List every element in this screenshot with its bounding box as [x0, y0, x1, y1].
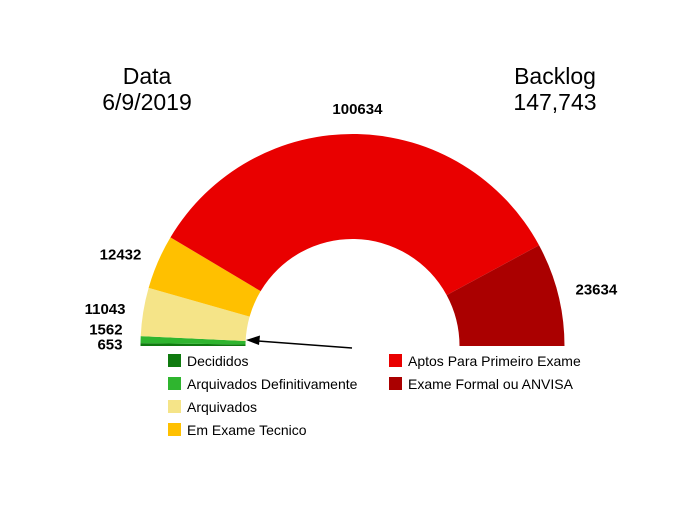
arrow-head	[246, 335, 260, 345]
segment-value-label: 653	[97, 336, 122, 353]
arrow-annotation	[246, 335, 353, 349]
legend-item-arquivados: Arquivados	[168, 395, 357, 418]
legend-right-column: Aptos Para Primeiro Exame Exame Formal ou…	[389, 349, 581, 395]
legend-swatch	[389, 377, 402, 390]
chart-segment-aptos-para-primeiro-exame	[170, 134, 540, 296]
chart-segments	[140, 134, 565, 346]
legend-label: Aptos Para Primeiro Exame	[408, 352, 581, 369]
segment-value-label: 1562	[89, 321, 122, 338]
legend-swatch	[168, 423, 181, 436]
legend-item-arquivados-definitivamente: Arquivados Definitivamente	[168, 372, 357, 395]
arrow-line	[257, 340, 353, 349]
legend-item-decididos: Decididos	[168, 349, 357, 372]
segment-value-label: 23634	[575, 282, 617, 299]
chart-segment-em-exame-tecnico	[148, 237, 261, 317]
backlog-value: 147,743	[513, 88, 597, 115]
backlog-header: Backlog 147,743	[460, 63, 650, 116]
date-value: 6/9/2019	[102, 88, 192, 115]
legend-swatch	[389, 354, 402, 367]
legend-item-exame-formal-ou-anvisa: Exame Formal ou ANVISA	[389, 372, 581, 395]
chart-segment-decididos	[140, 343, 246, 346]
date-header: Data 6/9/2019	[52, 63, 242, 116]
legend-left-column: Decididos Arquivados Definitivamente Arqui…	[168, 349, 357, 441]
backlog-label: Backlog	[514, 63, 596, 89]
legend-label: Em Exame Tecnico	[187, 421, 307, 438]
date-label: Data	[122, 63, 172, 89]
legend-label: Arquivados	[187, 398, 258, 415]
legend-label: Decididos	[187, 352, 249, 369]
legend-label: Exame Formal ou ANVISA	[408, 375, 573, 392]
legend-swatch	[168, 377, 181, 390]
segment-value-label: 100634	[332, 101, 383, 118]
chart-segment-exame-formal-ou-anvisa	[446, 245, 565, 346]
segment-value-label: 12432	[100, 247, 142, 264]
legend-item-aptos-para-primeiro-exame: Aptos Para Primeiro Exame	[389, 349, 581, 372]
legend-item-em-exame-tecnico: Em Exame Tecnico	[168, 418, 357, 441]
legend-label: Arquivados Definitivamente	[187, 375, 358, 392]
segment-value-label: 11043	[85, 301, 126, 318]
chart-segment-arquivados-definitivamente	[140, 336, 246, 345]
legend-swatch	[168, 354, 181, 367]
legend-swatch	[168, 400, 181, 413]
chart-segment-arquivados	[140, 287, 250, 342]
